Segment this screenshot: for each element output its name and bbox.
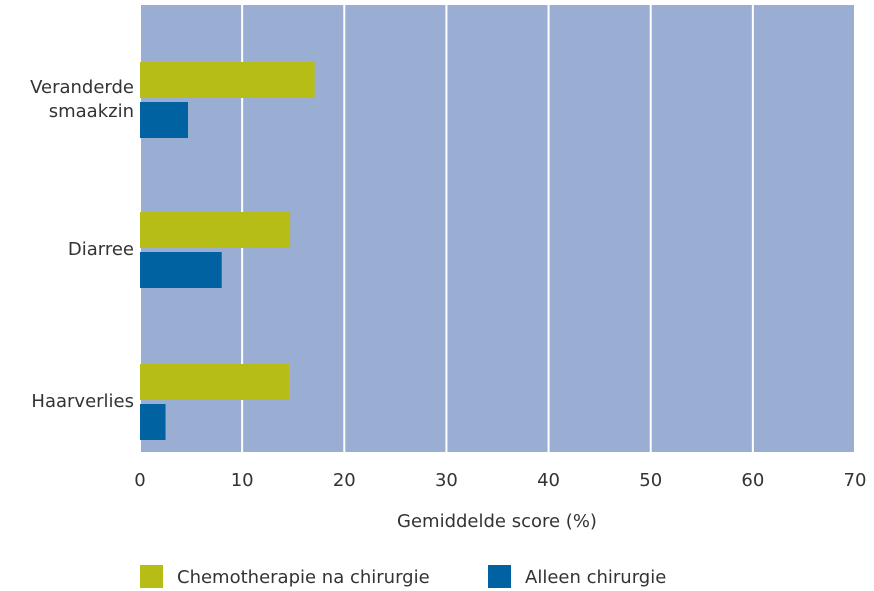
bar	[140, 212, 291, 248]
bar	[140, 62, 315, 98]
legend-label: Chemotherapie na chirurgie	[177, 567, 430, 588]
bar	[140, 404, 166, 440]
x-tick-label: 40	[537, 470, 560, 491]
x-tick-label: 10	[231, 470, 254, 491]
x-tick-label: 0	[134, 470, 145, 491]
x-tick-label: 60	[741, 470, 764, 491]
legend-swatch	[140, 565, 163, 588]
x-tick-label: 20	[333, 470, 356, 491]
x-tick-label: 30	[435, 470, 458, 491]
bar	[140, 364, 290, 400]
bar	[140, 102, 189, 138]
x-tick-label: 50	[639, 470, 662, 491]
legend-swatch	[488, 565, 511, 588]
x-tick-label: 70	[844, 470, 867, 491]
y-tick-label: Diarree	[67, 239, 134, 260]
y-tick-label: Veranderde smaakzin	[30, 77, 134, 122]
x-axis-label: Gemiddelde score (%)	[397, 511, 597, 532]
y-tick-label: Haarverlies	[31, 391, 134, 412]
legend-label: Alleen chirurgie	[525, 567, 666, 588]
bar	[140, 252, 222, 288]
